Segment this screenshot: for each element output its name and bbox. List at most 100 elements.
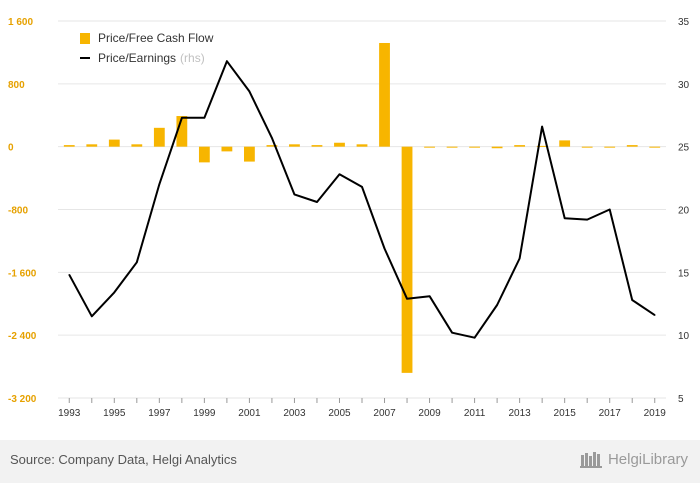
line-point <box>653 314 656 316</box>
y-left-tick-label: 1 600 <box>8 17 33 28</box>
bar <box>401 146 413 373</box>
line-point <box>293 193 296 196</box>
x-tick-label: 2005 <box>328 408 351 419</box>
y-left-tick-label: -3 200 <box>8 394 37 405</box>
line-point <box>338 173 341 176</box>
bar-series <box>63 42 661 373</box>
y-right-tick-label: 15 <box>678 268 690 279</box>
line-point <box>68 274 71 276</box>
legend: Price/Free Cash Flow Price/Earnings (rhs… <box>80 28 213 68</box>
y-left-tick-label: -2 400 <box>8 331 37 342</box>
line-point <box>563 217 566 220</box>
bar <box>626 145 638 147</box>
bar <box>514 145 526 147</box>
x-tick-label: 2019 <box>644 408 667 419</box>
legend-item-bar: Price/Free Cash Flow <box>80 28 213 48</box>
bar <box>108 139 120 147</box>
brand-link[interactable]: HelgiLibrary <box>579 450 688 468</box>
bar <box>424 146 435 148</box>
bar <box>469 146 480 148</box>
x-tick-label: 2003 <box>283 408 306 419</box>
line-point <box>136 261 138 264</box>
line-point <box>518 257 521 260</box>
bar <box>153 127 165 147</box>
x-tick-label: 2009 <box>418 408 441 419</box>
line-point <box>181 116 183 119</box>
y-left-tick-label: 0 <box>8 143 14 154</box>
axis-layer: 1 600 800 0 -800 -1 600 -2 400 -3 200 35 30 25 201… <box>8 17 690 419</box>
bar <box>446 146 458 148</box>
line-point <box>361 186 363 188</box>
y-right-tick-label: 25 <box>678 143 690 154</box>
x-tick-label: 2001 <box>238 408 261 419</box>
bar <box>536 145 548 147</box>
x-tick-label: 2013 <box>509 408 532 419</box>
bar <box>86 144 98 147</box>
x-tick-label: 2007 <box>373 408 396 419</box>
x-tick-label: 1997 <box>148 408 171 419</box>
bar <box>63 145 75 147</box>
bar <box>581 146 593 148</box>
bar <box>604 146 616 148</box>
chart-area: 1 600 800 0 -800 -1 600 -2 400 -3 200 35 30 25 20 1… <box>8 17 690 419</box>
x-tick-label: 2017 <box>599 408 622 419</box>
bar <box>311 145 323 147</box>
bar <box>356 144 368 147</box>
line-point <box>473 336 476 339</box>
bar <box>176 116 188 147</box>
y-left-tick-label: -800 <box>8 206 28 217</box>
legend-item-line: Price/Earnings (rhs) <box>80 48 213 68</box>
x-tick-label: 1999 <box>193 408 216 419</box>
brand-name: HelgiLibrary <box>607 450 688 468</box>
y-left-tick-label: -1 600 <box>8 268 37 279</box>
y-right-tick-label: 5 <box>678 394 684 405</box>
legend-bar-swatch <box>80 32 90 44</box>
legend-bar-label: Price/Free Cash Flow <box>98 31 214 45</box>
legend-line-swatch <box>80 57 90 59</box>
source-text: Source: Company Data, Helgi Analytics <box>10 452 237 467</box>
bar <box>289 144 300 147</box>
bar <box>559 140 571 147</box>
line-point <box>226 60 228 63</box>
footer: Source: Company Data, Helgi Analytics He… <box>0 440 700 483</box>
bar <box>131 144 143 147</box>
line-series <box>68 60 656 339</box>
chart-svg: 1 600 800 0 -800 -1 600 -2 400 -3 200 35 30 25 201… <box>8 17 690 419</box>
bar <box>266 145 278 147</box>
y-left-tick-label: 800 <box>8 80 25 91</box>
line-point <box>90 315 93 318</box>
line-point <box>113 291 116 294</box>
line-point <box>541 125 543 128</box>
legend-line-label: Price/Earnings <box>98 51 177 65</box>
grid-layer <box>58 20 666 399</box>
line-point <box>428 295 431 298</box>
x-tick-label: 2015 <box>554 408 577 419</box>
bar <box>379 42 390 147</box>
library-icon <box>579 452 602 468</box>
bar <box>491 146 503 149</box>
y-right-tick-label: 10 <box>678 331 690 342</box>
y-right-tick-label: 30 <box>678 80 690 91</box>
bar <box>221 146 233 152</box>
line-point <box>271 137 273 139</box>
bar <box>649 146 661 148</box>
x-tick-label: 2011 <box>464 408 486 419</box>
line-point <box>496 304 498 306</box>
line-point <box>316 201 318 203</box>
line-path <box>68 60 656 339</box>
line-point <box>608 208 611 211</box>
line-point <box>586 218 588 221</box>
line-point <box>158 183 161 186</box>
bar <box>334 142 345 147</box>
bar <box>198 146 210 163</box>
x-tick-label: 1995 <box>103 408 126 419</box>
legend-line-suffix: (rhs) <box>180 51 205 65</box>
y-right-tick-label: 35 <box>678 17 690 28</box>
line-point <box>631 299 634 301</box>
x-tick-label: 1993 <box>58 408 81 419</box>
line-point <box>383 247 386 250</box>
line-point <box>248 90 251 93</box>
bar <box>244 146 255 162</box>
line-point <box>406 297 408 300</box>
line-point <box>451 331 453 334</box>
